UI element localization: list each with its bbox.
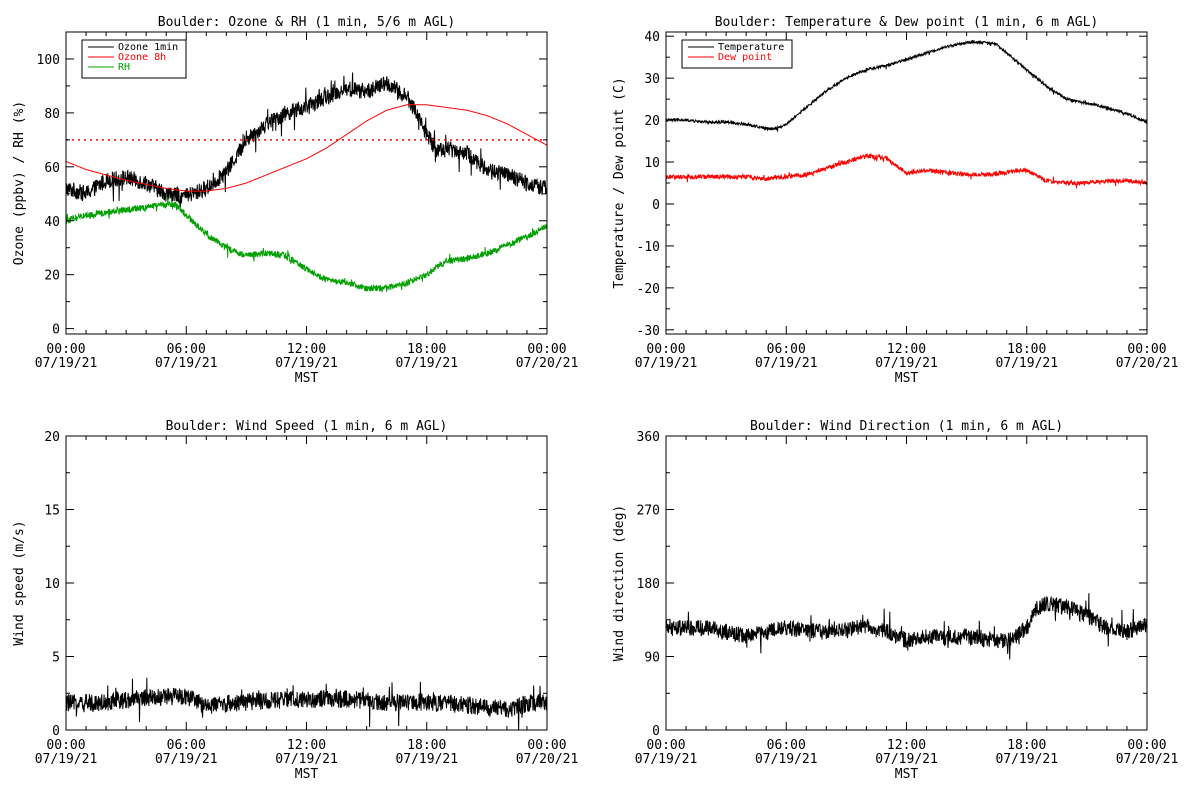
y-tick-label: 20 [44,269,60,284]
x-tick-label: 06:00 [167,342,206,357]
x-tick-label: 00:00 [1127,738,1166,753]
legend-label: Ozone 8h [118,52,166,63]
y-tick-label: 0 [52,323,60,338]
y-tick-label: 20 [644,114,660,129]
y-axis-label: Wind direction (deg) [612,505,627,662]
x-axis-label: MST [295,371,319,386]
y-tick-label: 60 [44,161,60,176]
x-tick-date-label: 07/19/21 [755,752,818,767]
x-tick-label: 06:00 [767,342,806,357]
x-tick-label: 18:00 [1007,342,1046,357]
y-tick-label: 10 [644,156,660,171]
series-line-wdir [666,593,1147,660]
x-tick-date-label: 07/20/21 [1116,752,1179,767]
x-tick-label: 18:00 [407,738,446,753]
series-line-dew-point [666,152,1147,189]
y-tick-label: 5 [52,651,60,666]
x-tick-label: 00:00 [46,342,85,357]
x-tick-label: 00:00 [527,738,566,753]
x-tick-label: 00:00 [646,342,685,357]
x-tick-label: 18:00 [407,342,446,357]
x-tick-label: 00:00 [46,738,85,753]
series-line-wspd [66,677,547,730]
plot-frame [65,435,548,731]
x-tick-date-label: 07/19/21 [755,356,818,371]
series-line-ozone-8h [66,104,547,192]
chart-panel-wspd: Boulder: Wind Speed (1 min, 6 m AGL) 00:0… [12,419,578,782]
x-tick-label: 12:00 [287,342,326,357]
y-tick-label: 100 [37,53,60,68]
x-tick-date-label: 07/19/21 [275,356,338,371]
y-tick-label: 30 [644,72,660,87]
y-tick-label: 180 [637,577,660,592]
x-tick-date-label: 07/20/21 [1116,356,1179,371]
y-tick-label: 10 [44,577,60,592]
y-tick-label: 40 [644,30,660,45]
x-tick-date-label: 07/19/21 [35,356,98,371]
x-tick-date-label: 07/19/21 [875,752,938,767]
x-tick-label: 12:00 [287,738,326,753]
chart-title: Boulder: Ozone & RH (1 min, 5/6 m AGL) [158,15,455,30]
x-tick-label: 12:00 [887,342,926,357]
x-tick-label: 06:00 [167,738,206,753]
x-axis-label: MST [895,767,919,782]
x-tick-date-label: 07/19/21 [995,356,1058,371]
legend-label: Ozone 1min [118,42,178,53]
x-tick-date-label: 07/19/21 [155,752,218,767]
y-tick-label: -30 [637,324,660,339]
y-tick-label: 0 [652,724,660,739]
series-line-ozone-1min [66,72,547,212]
x-tick-label: 00:00 [1127,342,1166,357]
x-tick-label: 12:00 [887,738,926,753]
x-tick-date-label: 07/20/21 [516,752,579,767]
y-tick-label: 360 [637,430,660,445]
x-tick-date-label: 07/19/21 [395,356,458,371]
legend-label: RH [118,62,130,73]
legend-box [81,39,187,79]
x-axis-label: MST [895,371,919,386]
x-tick-date-label: 07/19/21 [35,752,98,767]
chart-title: Boulder: Wind Speed (1 min, 6 m AGL) [166,419,448,434]
x-tick-date-label: 07/20/21 [516,356,579,371]
x-tick-date-label: 07/19/21 [155,356,218,371]
x-tick-date-label: 07/19/21 [395,752,458,767]
chart-title: Boulder: Wind Direction (1 min, 6 m AGL) [750,419,1063,434]
y-tick-label: 0 [52,724,60,739]
y-tick-label: 270 [637,504,660,519]
y-tick-label: 0 [652,198,660,213]
y-tick-label: 15 [44,504,60,519]
y-tick-label: -10 [637,240,660,255]
x-tick-label: 18:00 [1007,738,1046,753]
x-axis-label: MST [295,767,319,782]
y-tick-label: -20 [637,282,660,297]
x-tick-date-label: 07/19/21 [995,752,1058,767]
chart-panel-ozone: Boulder: Ozone & RH (1 min, 5/6 m AGL)00… [12,15,578,386]
y-axis-label: Wind speed (m/s) [12,520,27,645]
y-tick-label: 80 [44,107,60,122]
x-tick-date-label: 07/19/21 [635,752,698,767]
legend-label: Dew point [718,52,772,63]
x-tick-date-label: 07/19/21 [635,356,698,371]
y-axis-label: Temperature / Dew point (C) [612,77,627,288]
chart-panel-temp: Boulder: Temperature & Dew point (1 min,… [612,15,1178,386]
legend-label: Temperature [718,42,784,53]
y-tick-label: 90 [644,651,660,666]
x-tick-label: 00:00 [527,342,566,357]
y-tick-label: 40 [44,215,60,230]
y-axis-label: Ozone (ppbv) / RH (%) [12,101,27,265]
x-tick-date-label: 07/19/21 [875,356,938,371]
chart-title: Boulder: Temperature & Dew point (1 min,… [715,15,1099,30]
x-tick-label: 06:00 [767,738,806,753]
legend-box [681,39,793,69]
series-line-rh [66,197,547,293]
x-tick-date-label: 07/19/21 [275,752,338,767]
plot-frame [665,435,1148,731]
y-tick-label: 20 [44,430,60,445]
x-tick-label: 00:00 [646,738,685,753]
chart-panel-wdir: Boulder: Wind Direction (1 min, 6 m AGL)… [612,419,1178,782]
series-line-temperature [666,39,1147,132]
